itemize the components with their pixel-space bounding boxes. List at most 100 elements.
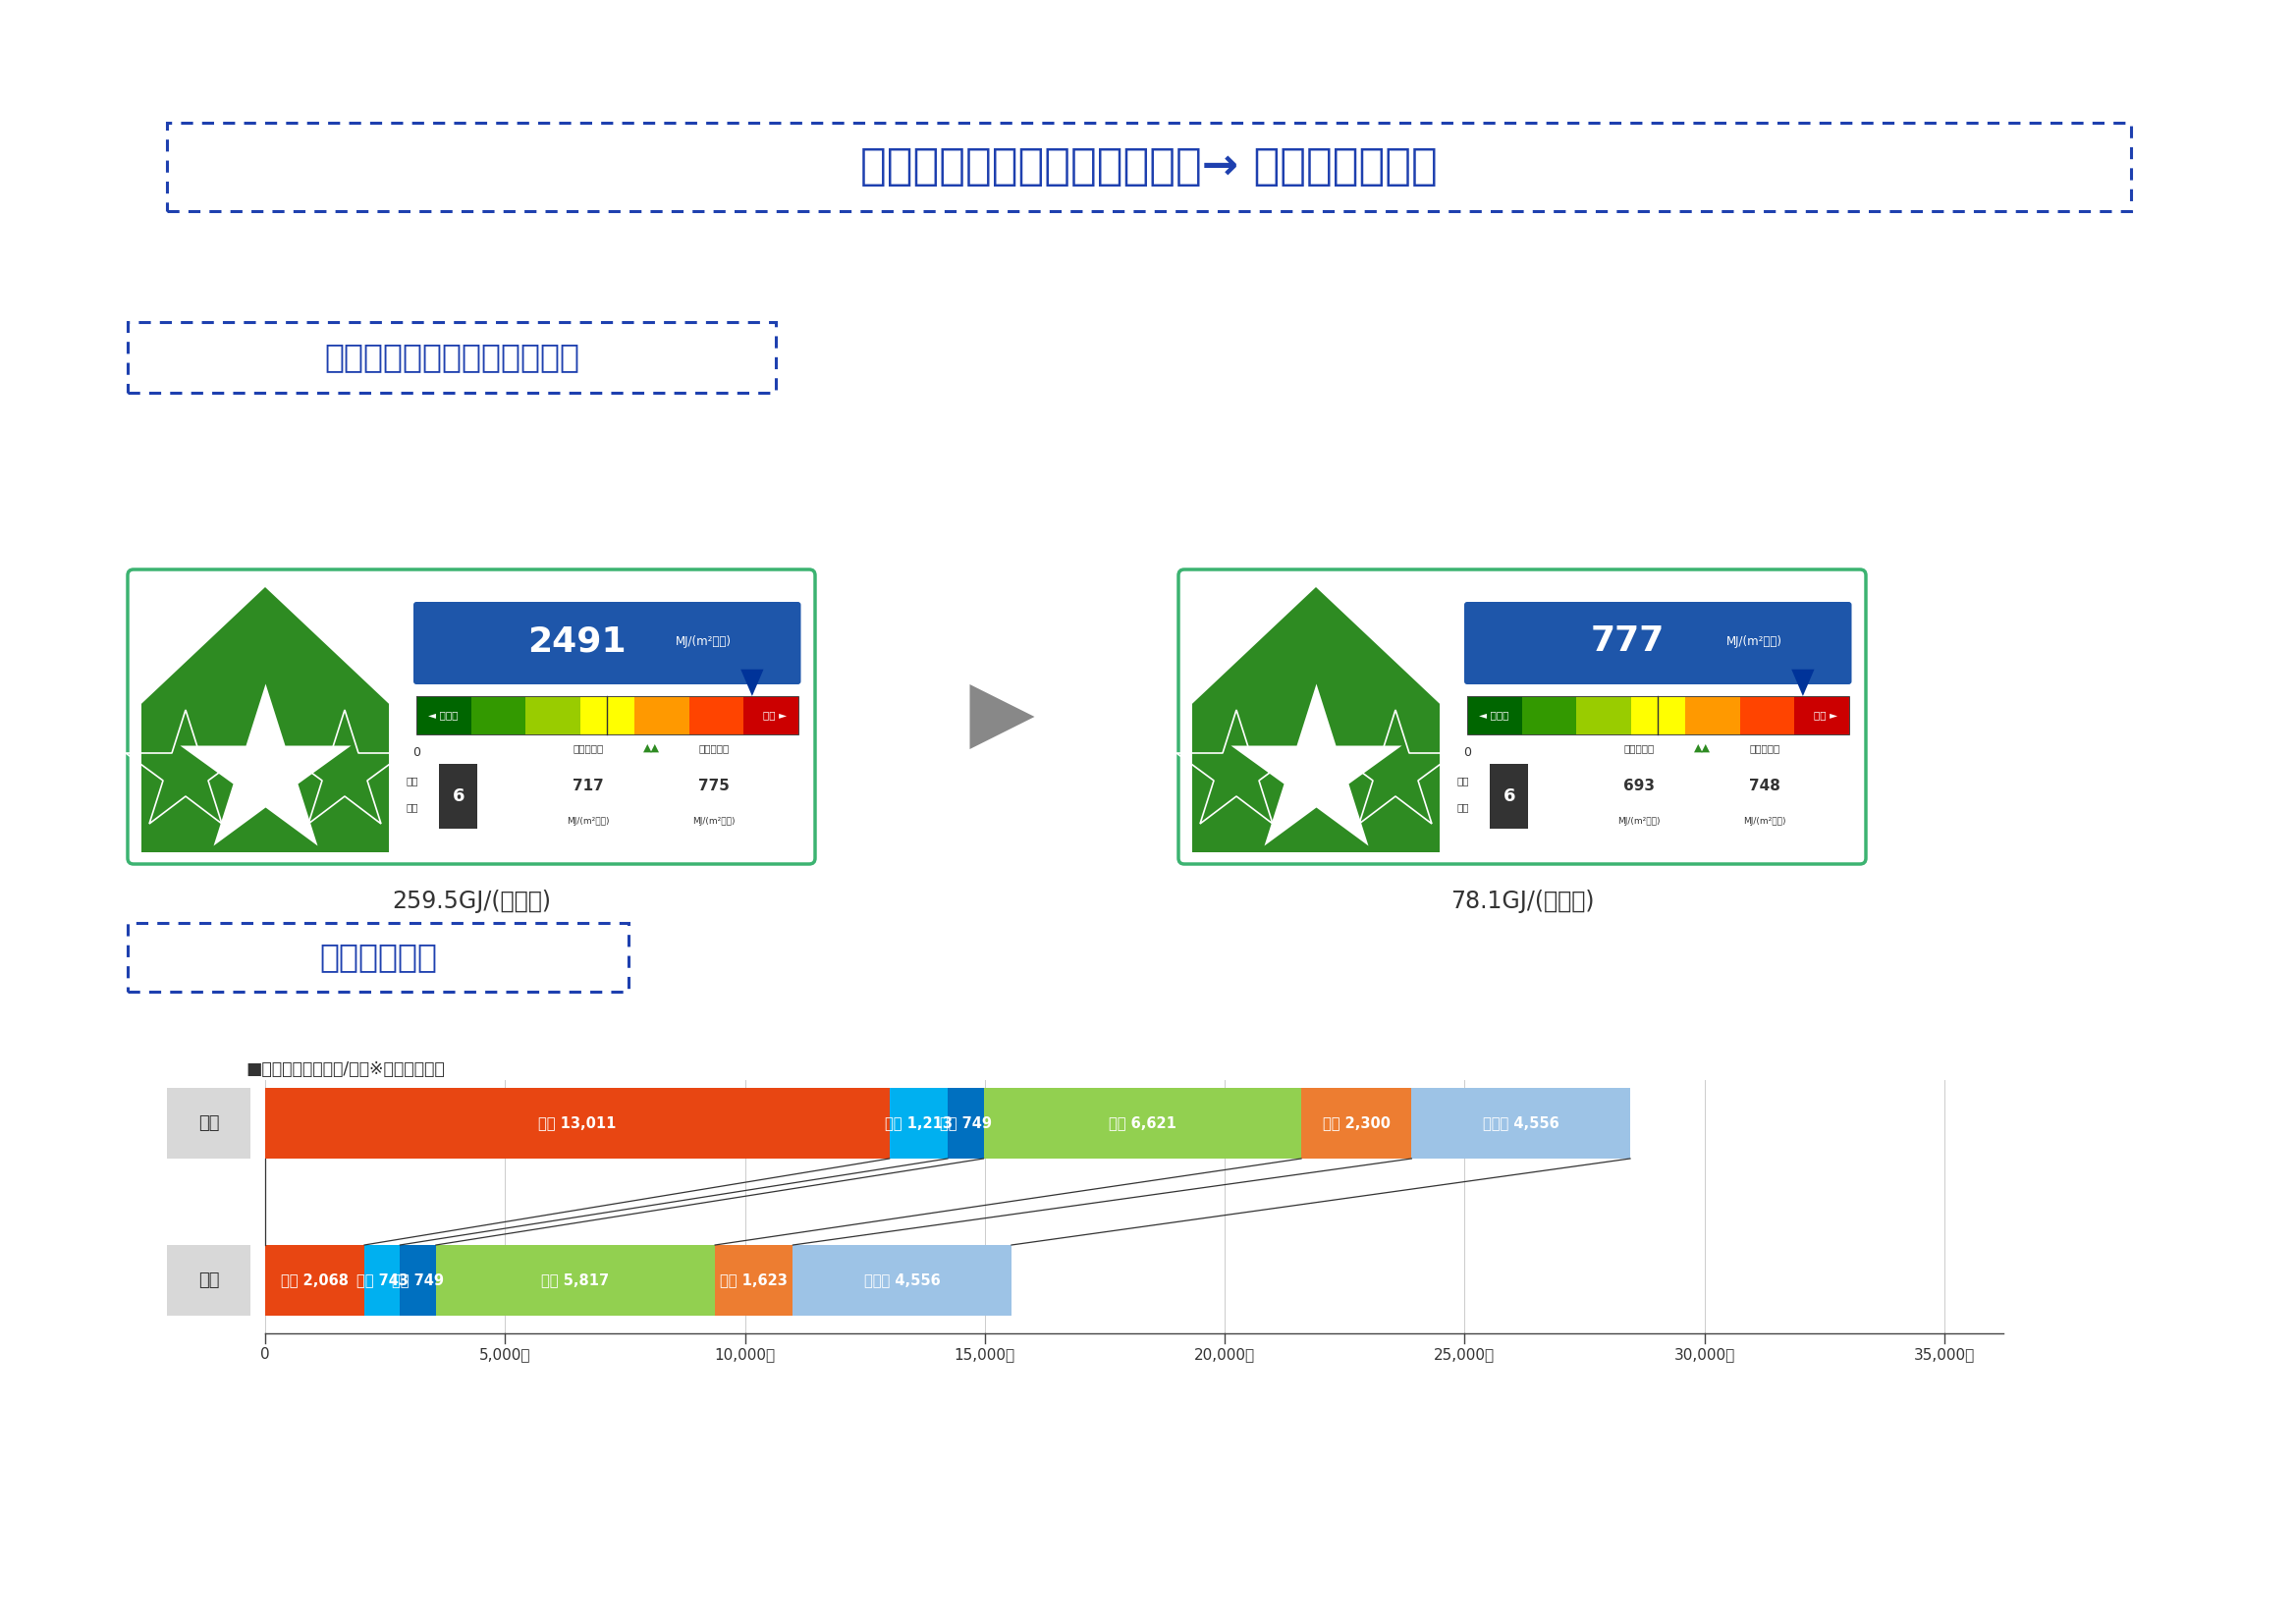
Text: その他 4,556: その他 4,556 — [863, 1272, 941, 1287]
Bar — [1412, 1087, 1630, 1159]
Bar — [948, 1087, 983, 1159]
Polygon shape — [1791, 669, 1814, 696]
Text: 6: 6 — [452, 787, 464, 805]
Bar — [1490, 764, 1529, 829]
Bar — [129, 923, 629, 992]
Bar — [744, 696, 799, 735]
Bar — [1575, 696, 1630, 735]
Text: 多い ►: 多い ► — [762, 709, 788, 719]
Text: MJ/(m²・年): MJ/(m²・年) — [1727, 635, 1782, 648]
Text: ◄ 少ない: ◄ 少ない — [1479, 709, 1508, 719]
FancyBboxPatch shape — [1178, 570, 1867, 863]
Text: ▲▲: ▲▲ — [643, 743, 659, 753]
Text: 10,000円: 10,000円 — [714, 1347, 776, 1362]
Text: MJ/(m²・年): MJ/(m²・年) — [675, 635, 732, 648]
Text: 照明 2,300: 照明 2,300 — [1322, 1117, 1391, 1131]
Bar — [792, 1245, 1013, 1316]
Bar — [264, 1087, 889, 1159]
Text: 給湯 5,817: 給湯 5,817 — [542, 1272, 608, 1287]
Text: 20,000円: 20,000円 — [1194, 1347, 1256, 1362]
Text: 設計: 設計 — [200, 1115, 220, 1133]
FancyBboxPatch shape — [413, 602, 801, 685]
Text: 断熱材の充填・開口部の改善→ 省エネ性能向上: 断熱材の充填・開口部の改善→ 省エネ性能向上 — [861, 146, 1437, 188]
Text: 省エネ基準: 省エネ基準 — [1750, 743, 1779, 753]
Bar — [400, 1245, 436, 1316]
Text: MJ/(m²・年): MJ/(m²・年) — [1616, 816, 1660, 826]
Text: 一次エネルギー消費量: 一次エネルギー消費量 — [432, 633, 496, 643]
Text: 748: 748 — [1750, 779, 1779, 794]
Text: 区分: 区分 — [406, 802, 418, 812]
FancyBboxPatch shape — [1465, 602, 1851, 685]
Bar — [889, 1087, 948, 1159]
Bar — [634, 696, 689, 735]
Text: 2491: 2491 — [528, 625, 627, 659]
Text: 多い ►: 多い ► — [1814, 709, 1837, 719]
Text: 換気 749: 換気 749 — [393, 1272, 443, 1287]
Text: 換気 749: 換気 749 — [939, 1117, 992, 1131]
Bar — [1685, 696, 1740, 735]
Text: 693: 693 — [1623, 779, 1655, 794]
Text: 35,000円: 35,000円 — [1915, 1347, 1975, 1362]
Text: 暖房 2,068: 暖房 2,068 — [280, 1272, 349, 1287]
Text: 5,000円: 5,000円 — [480, 1347, 530, 1362]
Bar — [1522, 696, 1575, 735]
Text: 一次エネルギー消費量: 一次エネルギー消費量 — [1483, 633, 1548, 643]
Text: 30,000円: 30,000円 — [1674, 1347, 1736, 1362]
Text: MJ/(m²・年): MJ/(m²・年) — [1743, 816, 1786, 826]
Text: 暖房 13,011: 暖房 13,011 — [537, 1117, 615, 1131]
Bar — [581, 696, 634, 735]
Text: 777: 777 — [1591, 625, 1665, 659]
Text: ■月平均光熱費【円/月】※発電分を除く: ■月平均光熱費【円/月】※発電分を除く — [246, 1060, 445, 1078]
Bar — [264, 1245, 365, 1316]
Bar — [365, 1245, 400, 1316]
Text: 25,000円: 25,000円 — [1435, 1347, 1495, 1362]
Bar — [168, 1087, 250, 1159]
Bar — [1302, 1087, 1412, 1159]
Bar — [168, 1245, 250, 1316]
Bar — [436, 1245, 714, 1316]
Text: 0: 0 — [1463, 747, 1472, 760]
Bar — [1467, 696, 1848, 735]
Polygon shape — [142, 588, 388, 852]
Polygon shape — [742, 669, 765, 696]
Bar — [129, 321, 776, 393]
Bar — [983, 1087, 1302, 1159]
Text: 比較: 比較 — [200, 1271, 220, 1289]
Text: 775: 775 — [698, 779, 730, 794]
Polygon shape — [969, 685, 1035, 750]
Text: 給湯 6,621: 給湯 6,621 — [1109, 1117, 1176, 1131]
Bar — [1740, 696, 1793, 735]
Text: 冷房 743: 冷房 743 — [356, 1272, 409, 1287]
Bar — [1630, 696, 1685, 735]
Text: 6: 6 — [1504, 787, 1515, 805]
Text: 低炭素基準: 低炭素基準 — [1623, 743, 1653, 753]
Bar — [439, 764, 478, 829]
Text: 一次エネルギー消費量の変化: 一次エネルギー消費量の変化 — [324, 341, 579, 373]
Text: 15,000円: 15,000円 — [955, 1347, 1015, 1362]
Text: 259.5GJ/(戸・年): 259.5GJ/(戸・年) — [393, 889, 551, 914]
Text: 78.1GJ/(戸・年): 78.1GJ/(戸・年) — [1451, 889, 1593, 914]
Bar — [416, 696, 471, 735]
Text: この住宅の: この住宅の — [1483, 612, 1515, 623]
Text: MJ/(m²・年): MJ/(m²・年) — [567, 816, 608, 826]
Text: 地域: 地域 — [1458, 776, 1469, 786]
Text: 低炭素基準: 低炭素基準 — [572, 743, 604, 753]
Text: 0: 0 — [259, 1347, 271, 1362]
Text: 地域: 地域 — [406, 776, 418, 786]
Bar — [1793, 696, 1848, 735]
Text: 省エネ基準: 省エネ基準 — [698, 743, 730, 753]
Polygon shape — [1192, 588, 1440, 852]
Bar — [689, 696, 744, 735]
Text: 光熱費の変化: 光熱費の変化 — [319, 941, 436, 974]
Text: 717: 717 — [572, 779, 604, 794]
Text: ▲▲: ▲▲ — [1694, 743, 1711, 753]
Text: 区分: 区分 — [1458, 802, 1469, 812]
Bar — [168, 123, 2131, 211]
Text: ◄ 少ない: ◄ 少ない — [427, 709, 457, 719]
Text: その他 4,556: その他 4,556 — [1483, 1117, 1559, 1131]
Bar — [416, 696, 799, 735]
Text: MJ/(m²・年): MJ/(m²・年) — [693, 816, 735, 826]
Text: 照明 1,623: 照明 1,623 — [721, 1272, 788, 1287]
Bar — [714, 1245, 792, 1316]
Bar — [526, 696, 581, 735]
